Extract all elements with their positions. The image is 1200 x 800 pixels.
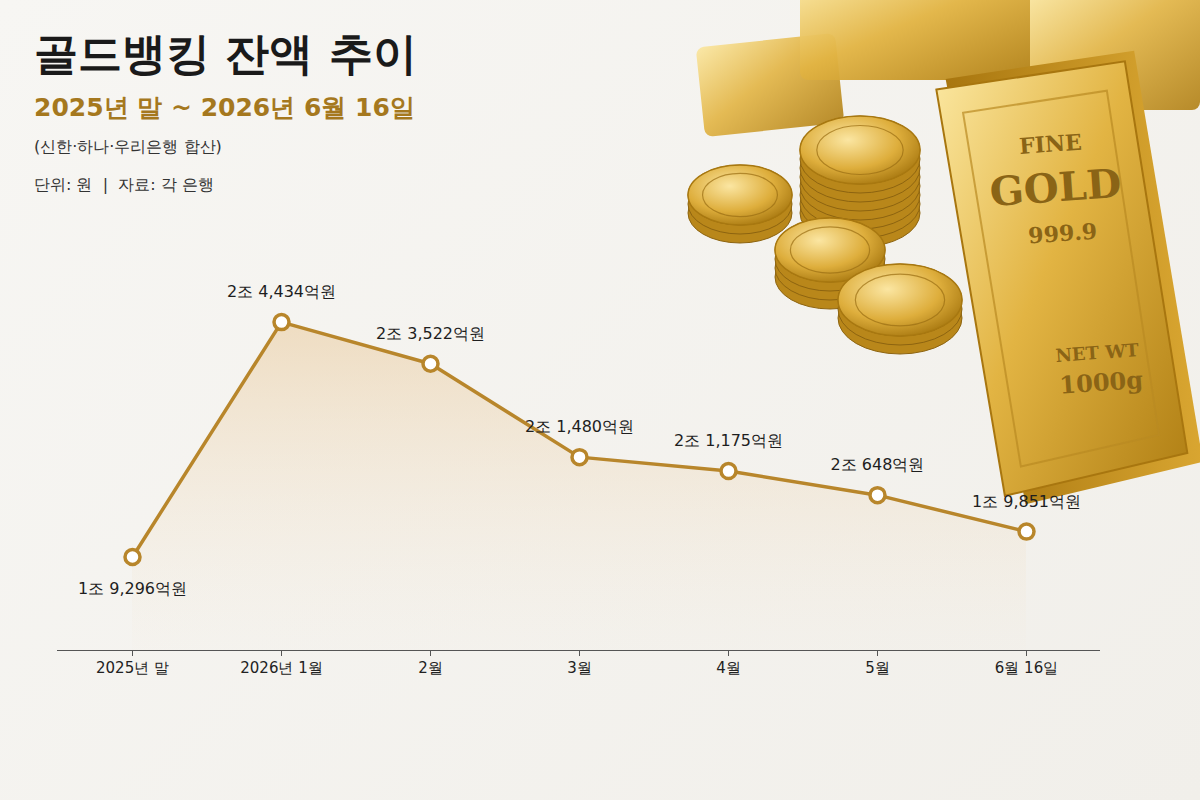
svg-text:5월: 5월 bbox=[865, 659, 890, 677]
svg-text:2025년 말: 2025년 말 bbox=[96, 659, 169, 677]
svg-text:GOLD: GOLD bbox=[988, 159, 1123, 215]
svg-text:1조 9,296억원: 1조 9,296억원 bbox=[78, 579, 187, 598]
svg-text:3월: 3월 bbox=[567, 659, 592, 677]
svg-text:2조 648억원: 2조 648억원 bbox=[831, 455, 925, 474]
html-text:골드뱅킹 잔액 추이: 골드뱅킹 잔액 추이 bbox=[34, 28, 417, 79]
svg-text:1000g: 1000g bbox=[1058, 365, 1144, 400]
svg-text:NET WT: NET WT bbox=[1055, 339, 1140, 366]
html-text:2025년 말 ~ 2026년 6월 16일: 2025년 말 ~ 2026년 6월 16일 bbox=[34, 93, 415, 122]
svg-text:2조 4,434억원: 2조 4,434억원 bbox=[227, 282, 336, 301]
svg-text:999.9: 999.9 bbox=[1027, 218, 1098, 249]
svg-text:6월 16일: 6월 16일 bbox=[995, 659, 1058, 677]
svg-text:2조 3,522억원: 2조 3,522억원 bbox=[376, 324, 485, 343]
svg-text:2월: 2월 bbox=[418, 659, 443, 677]
svg-text:2조 1,175억원: 2조 1,175억원 bbox=[674, 431, 783, 450]
html-text:(신한·하나·우리은행 합산): (신한·하나·우리은행 합산) bbox=[34, 137, 222, 156]
svg-text:4월: 4월 bbox=[716, 659, 741, 677]
svg-text:1조 9,851억원: 1조 9,851억원 bbox=[972, 492, 1081, 511]
html-text:단위: 원 | 자료: 각 은행: 단위: 원 | 자료: 각 은행 bbox=[34, 175, 214, 194]
svg-text:FINE: FINE bbox=[1018, 129, 1082, 159]
svg-text:2조 1,480억원: 2조 1,480억원 bbox=[525, 417, 634, 436]
svg-text:2026년 1월: 2026년 1월 bbox=[240, 659, 323, 677]
